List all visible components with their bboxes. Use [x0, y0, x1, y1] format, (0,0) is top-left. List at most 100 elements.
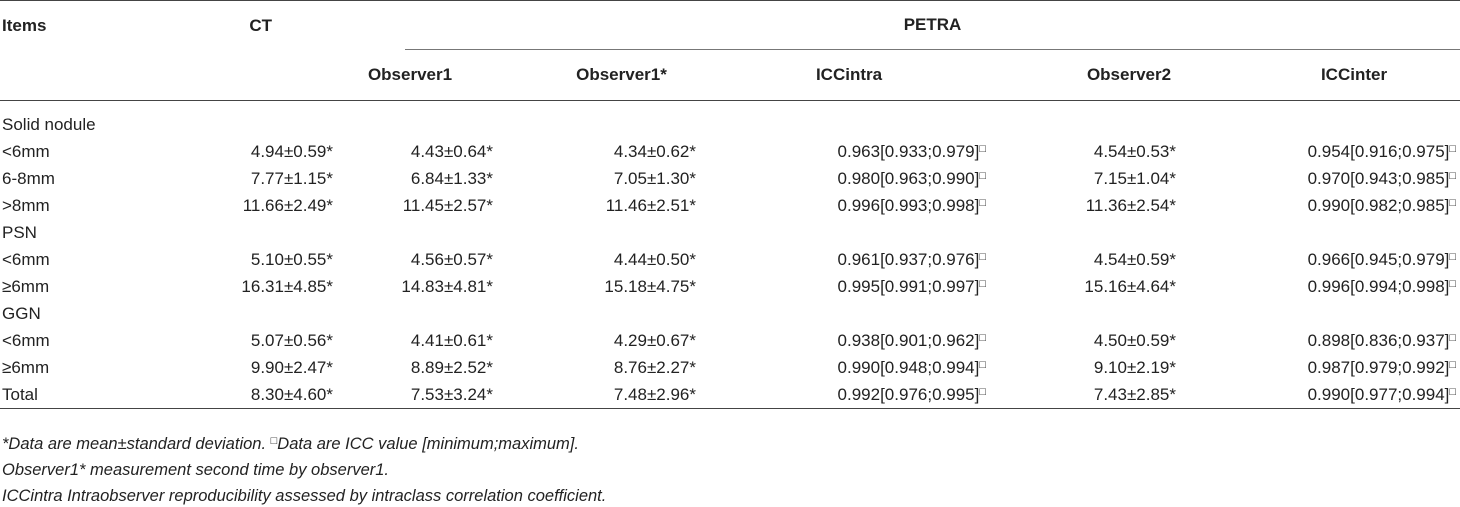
cell: 0.987[0.979;0.992]□	[1188, 354, 1460, 381]
cell: 4.50±0.59*	[1093, 330, 1176, 350]
cell	[1188, 219, 1460, 246]
cell: 0.954[0.916;0.975]□	[1188, 138, 1460, 165]
cell	[345, 300, 505, 327]
table-row: >8mm 11.66±2.49* 11.45±2.57* 11.46±2.51* 0.9…	[0, 192, 1460, 219]
column-header: ICCinter	[1188, 50, 1460, 101]
cell: 4.34±0.62*	[613, 141, 696, 161]
cell	[505, 101, 708, 139]
cell: 7.43±2.85*	[1093, 384, 1176, 404]
column-header: Observer2	[990, 50, 1188, 101]
row-label: <6mm	[2, 141, 50, 161]
cell-text: 0.980[0.963;0.990]	[837, 168, 980, 188]
cell: 8.30±4.60*	[250, 384, 333, 404]
icc-mark: □	[1449, 385, 1457, 398]
cell: 4.56±0.57*	[410, 249, 493, 269]
cell: 0.996[0.994;0.998]□	[1188, 273, 1460, 300]
cell: 0.990[0.977;0.994]□	[1188, 381, 1460, 409]
cell	[1188, 101, 1460, 139]
cell: 0.938[0.901;0.962]□	[708, 327, 990, 354]
row-label: >8mm	[2, 195, 50, 215]
cell: 7.77±1.15*	[250, 168, 333, 188]
cell: 7.53±3.24*	[410, 384, 493, 404]
icc-mark: □	[1449, 196, 1457, 209]
cell-text: 0.938[0.901;0.962]	[837, 330, 980, 350]
cell: 8.76±2.27*	[613, 357, 696, 377]
cell: 7.05±1.30*	[613, 168, 696, 188]
table-row: GGN	[0, 300, 1460, 327]
cell: 8.89±2.52*	[410, 357, 493, 377]
data-table: Items CT PETRA Observer1 Observer1* ICCint…	[0, 0, 1460, 409]
row-label: ≥6mm	[2, 357, 50, 377]
footnote-text: Data are ICC value [minimum;maximum].	[277, 435, 579, 453]
icc-mark: □	[979, 169, 986, 182]
cell: 0.990[0.948;0.994]□	[708, 354, 990, 381]
cell: 0.995[0.991;0.997]□	[708, 273, 990, 300]
cell: 7.48±2.96*	[613, 384, 696, 404]
cell	[345, 219, 505, 246]
table-row: Solid nodule	[0, 101, 1460, 139]
table-row: <6mm 5.10±0.55* 4.56±0.57* 4.44±0.50* 0.961[…	[0, 246, 1460, 273]
footnote: *Data are mean±standard deviation. □Data…	[2, 428, 606, 457]
cell: 7.15±1.04*	[1093, 168, 1176, 188]
icc-mark: □	[1449, 250, 1457, 263]
cell	[708, 219, 990, 246]
cell: 15.18±4.75*	[604, 276, 696, 296]
cell	[990, 101, 1188, 139]
cell	[990, 219, 1188, 246]
cell: 0.961[0.937;0.976]□	[708, 246, 990, 273]
cell: 4.43±0.64*	[410, 141, 493, 161]
cell: 4.94±0.59*	[250, 141, 333, 161]
icc-mark: □	[1449, 358, 1457, 371]
icc-mark: □	[1449, 331, 1457, 344]
icc-mark: □	[979, 385, 986, 398]
table-row: ≥6mm 9.90±2.47* 8.89±2.52* 8.76±2.27* 0.990[…	[0, 354, 1460, 381]
row-label: ≥6mm	[2, 276, 50, 296]
table-row: PSN	[0, 219, 1460, 246]
icc-mark: □	[979, 331, 986, 344]
cell	[708, 300, 990, 327]
footnotes: *Data are mean±standard deviation. □Data…	[2, 428, 606, 507]
cell	[345, 101, 505, 139]
cell: 11.45±2.57*	[402, 195, 493, 215]
cell: 5.07±0.56*	[250, 330, 333, 350]
cell: 11.46±2.51*	[605, 195, 696, 215]
cell-text: 0.987[0.979;0.992]	[1307, 357, 1450, 377]
cell: 0.963[0.933;0.979]□	[708, 138, 990, 165]
cell-text: 0.954[0.916;0.975]	[1307, 141, 1450, 161]
cell	[170, 300, 345, 327]
icc-mark: □	[1449, 142, 1457, 155]
cell: 0.898[0.836;0.937]□	[1188, 327, 1460, 354]
footnote: Observer1* measurement second time by ob…	[2, 461, 390, 479]
cell	[708, 101, 990, 139]
row-label: <6mm	[2, 330, 50, 350]
cell: 4.29±0.67*	[613, 330, 696, 350]
cell: 0.996[0.993;0.998]□	[708, 192, 990, 219]
cell-text: 0.966[0.945;0.979]	[1307, 249, 1450, 269]
cell-text: 0.996[0.994;0.998]	[1307, 276, 1450, 296]
cell-text: 0.996[0.993;0.998]	[837, 195, 980, 215]
table-row: Total 8.30±4.60* 7.53±3.24* 7.48±2.96* 0.992…	[0, 381, 1460, 409]
cell: 11.36±2.54*	[1085, 195, 1176, 215]
cell-text: 0.898[0.836;0.937]	[1307, 330, 1450, 350]
cell: 6.84±1.33*	[410, 168, 493, 188]
cell: 14.83±4.81*	[401, 276, 493, 296]
cell	[170, 219, 345, 246]
cell-text: 0.995[0.991;0.997]	[837, 276, 980, 296]
cell-text: 0.990[0.982;0.985]	[1307, 195, 1450, 215]
table-row: ≥6mm 16.31±4.85* 14.83±4.81* 15.18±4.75* 0.9…	[0, 273, 1460, 300]
table-row: <6mm 5.07±0.56* 4.41±0.61* 4.29±0.67* 0.938[…	[0, 327, 1460, 354]
cell: 0.990[0.982;0.985]□	[1188, 192, 1460, 219]
cell-text: 0.963[0.933;0.979]	[837, 141, 980, 161]
cell: 4.54±0.59*	[1093, 249, 1176, 269]
cell	[990, 300, 1188, 327]
header-petra: PETRA	[405, 1, 1460, 50]
cell-text: 0.970[0.943;0.985]	[1307, 168, 1450, 188]
cell: 4.41±0.61*	[410, 330, 493, 350]
cell	[505, 300, 708, 327]
column-header: ICCintra	[708, 50, 990, 101]
cell-text: 0.992[0.976;0.995]	[837, 384, 980, 404]
cell: 4.54±0.53*	[1093, 141, 1176, 161]
icc-mark: □	[979, 277, 986, 290]
row-label: PSN	[2, 222, 37, 242]
